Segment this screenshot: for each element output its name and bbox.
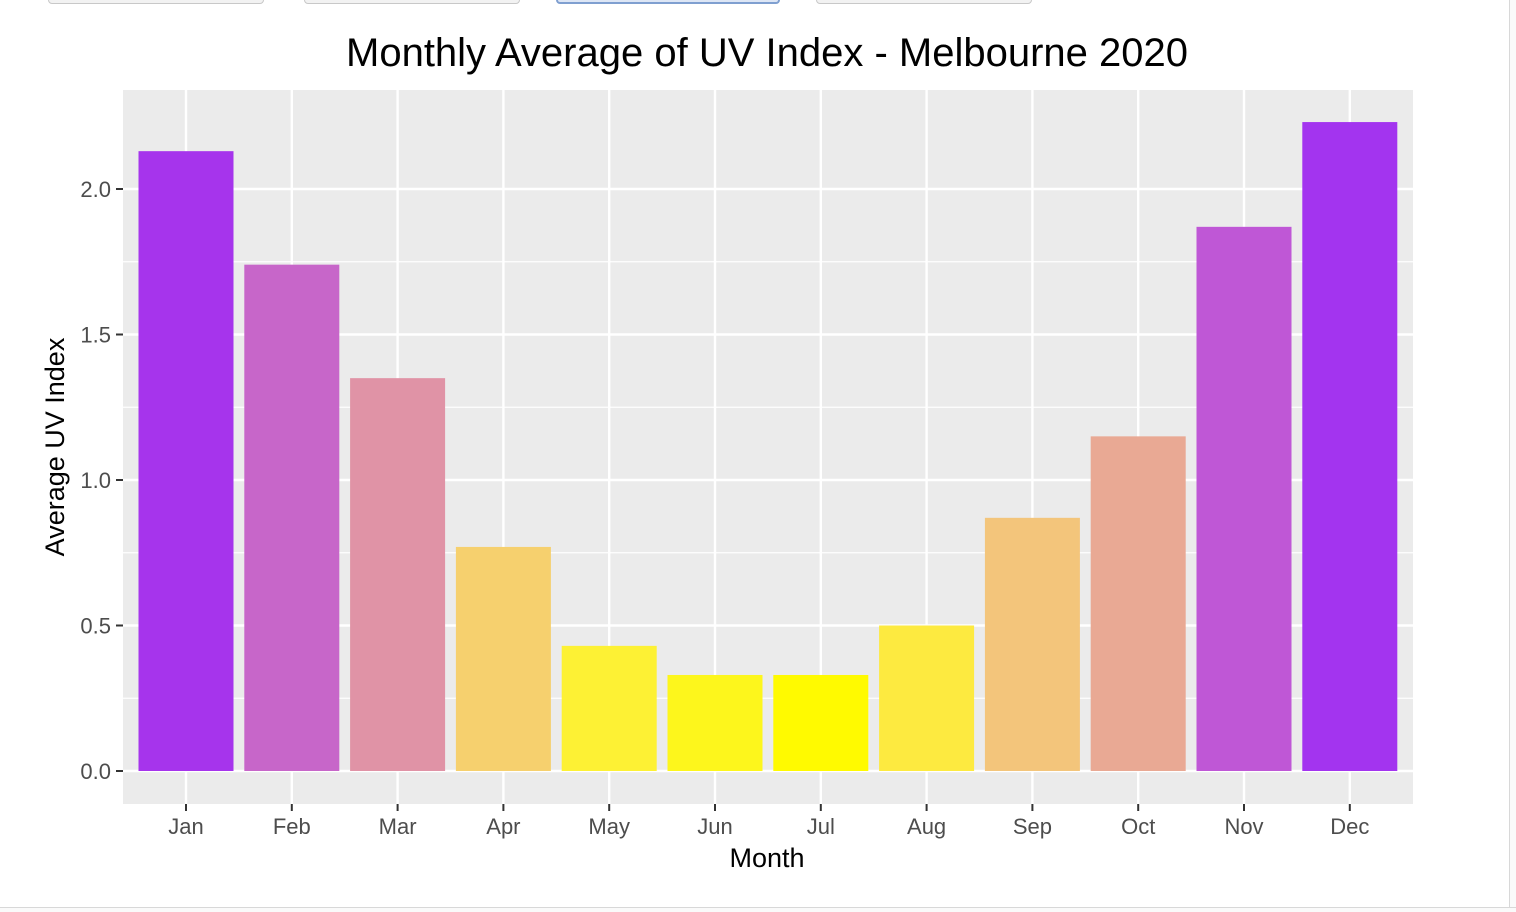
x-tick-label: Oct [1121,814,1155,839]
y-tick-label: 0.5 [80,614,111,639]
x-axis-title: Month [729,843,804,873]
x-tick-label: Mar [379,814,417,839]
y-tick-label: 1.5 [80,323,111,348]
y-tick-label: 1.0 [80,468,111,493]
window-bottom-edge [0,907,1516,912]
x-axis: Jan Feb Mar Apr May Jun Jul Aug Sep Oct Nov Dec [168,804,1369,839]
y-axis-title: Average UV Index [40,337,70,556]
bar-may [561,645,657,771]
bar-oct [1090,436,1186,771]
bar-feb [244,264,340,771]
bar-jul [773,674,869,771]
bar-apr [455,546,551,771]
chart-title: Monthly Average of UV Index - Melbourne … [346,31,1188,75]
bar-dec [1302,122,1398,771]
x-tick-label: Jan [168,814,203,839]
tab-strip [0,0,1516,8]
bar-aug [879,625,975,771]
bars [138,122,1398,772]
x-tick-label: Dec [1330,814,1369,839]
tab-3-active[interactable] [556,0,780,4]
bar-nov [1196,226,1292,771]
x-tick-label: Jun [697,814,732,839]
x-tick-label: May [588,814,630,839]
x-tick-label: Apr [486,814,520,839]
bar-jun [667,674,763,771]
x-tick-label: Sep [1013,814,1052,839]
x-tick-label: Aug [907,814,946,839]
y-tick-label: 2.0 [80,177,111,202]
x-tick-label: Nov [1224,814,1263,839]
y-axis: 0.0 0.5 1.0 1.5 2.0 [80,177,123,784]
x-tick-label: Jul [807,814,835,839]
window-right-edge [1509,0,1516,912]
x-tick-label: Feb [273,814,311,839]
bar-jan [138,151,234,772]
bar-sep [984,517,1080,771]
bar-mar [350,378,446,771]
y-tick-label: 0.0 [80,759,111,784]
